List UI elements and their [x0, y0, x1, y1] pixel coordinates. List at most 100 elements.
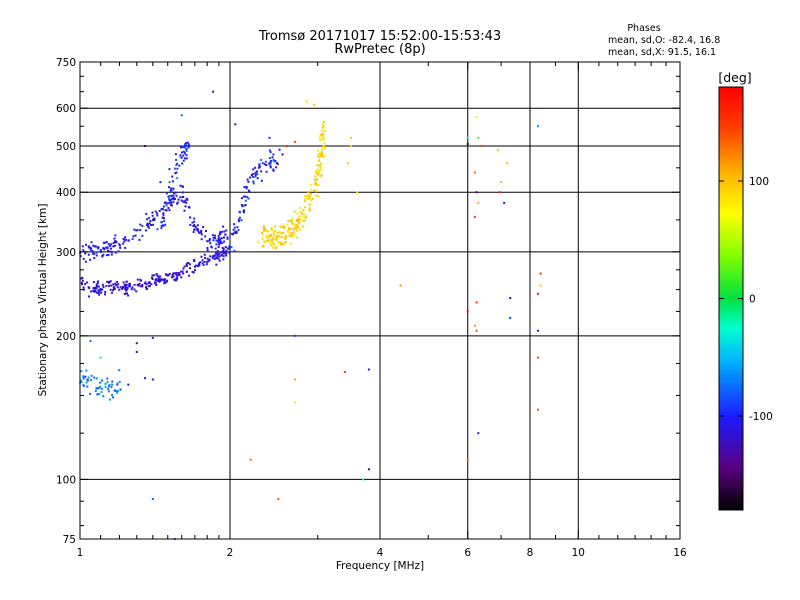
scatter-point [217, 257, 220, 260]
scatter-point [218, 252, 221, 255]
scatter-point [128, 285, 131, 288]
scatter-point [114, 240, 117, 243]
scatter-point [315, 184, 318, 187]
scatter-point [109, 250, 112, 253]
scatter-point [165, 192, 168, 195]
scatter-point [317, 183, 320, 186]
scatter-point [319, 165, 322, 168]
scatter-point [320, 162, 323, 165]
scatter-point [97, 387, 100, 390]
scatter-point [155, 273, 158, 276]
scatter-point [218, 259, 221, 262]
scatter-point [107, 387, 110, 390]
scatter-point [289, 232, 292, 235]
scatter-point [107, 390, 110, 393]
scatter-point [85, 243, 88, 246]
scatter-point [136, 283, 139, 286]
scatter-point [272, 158, 275, 161]
scatter-point [272, 169, 275, 172]
scatter-point [174, 167, 177, 170]
scatter-point [185, 144, 188, 147]
scatter-point [218, 243, 221, 246]
scatter-point [92, 281, 95, 284]
scatter-point [191, 221, 194, 224]
scatter-point [122, 242, 125, 245]
scatter-point [123, 238, 126, 241]
scatter-point [95, 387, 98, 390]
scatter-point [115, 241, 118, 244]
scatter-point [82, 385, 85, 388]
scatter-point [224, 246, 227, 249]
scatter-point [141, 285, 144, 288]
scatter-point [160, 224, 163, 227]
scatter-point [222, 252, 225, 255]
scatter-point [147, 225, 150, 228]
x-tick-label: 8 [527, 547, 534, 559]
scatter-point [164, 223, 167, 226]
scatter-point [99, 381, 102, 384]
x-tick-label: 10 [572, 547, 585, 559]
scatter-point [314, 181, 317, 184]
scatter-point [303, 198, 306, 201]
scatter-point [192, 271, 195, 274]
scatter-point [188, 145, 191, 148]
scatter-point [173, 278, 176, 281]
scatter-point [135, 290, 138, 293]
scatter-point [168, 194, 171, 197]
x-tick-label: 1 [77, 547, 84, 559]
scatter-point [293, 378, 296, 381]
scatter-point [322, 138, 325, 141]
scatter-point [93, 376, 96, 379]
scatter-point [97, 247, 100, 250]
scatter-point [85, 381, 88, 384]
scatter-point [293, 140, 296, 143]
scatter-point [166, 274, 169, 277]
scatter-point [95, 283, 98, 286]
scatter-point [244, 199, 247, 202]
scatter-point [170, 194, 173, 197]
scatter-point [89, 248, 92, 251]
scatter-point [299, 211, 302, 214]
scatter-point [233, 231, 236, 234]
scatter-point [321, 133, 324, 136]
scatter-point [264, 160, 267, 163]
scatter-point [269, 151, 272, 154]
scatter-point [88, 246, 91, 249]
scatter-point [169, 189, 172, 192]
scatter-point [322, 124, 325, 127]
scatter-point [151, 211, 154, 214]
scatter-point [150, 276, 153, 279]
scatter-point [89, 392, 92, 395]
scatter-point [91, 252, 94, 255]
scatter-point [264, 228, 267, 231]
scatter-point [260, 179, 263, 182]
scatter-point [172, 272, 175, 275]
scatter-point [321, 152, 324, 155]
scatter-point [140, 279, 143, 282]
scatter-point [214, 257, 217, 260]
scatter-point [216, 239, 219, 242]
scatter-point [284, 235, 287, 238]
scatter-point [116, 382, 119, 385]
scatter-point [275, 161, 278, 164]
scatter-point [181, 185, 184, 188]
scatter-point [154, 210, 157, 213]
scatter-point [271, 239, 274, 242]
scatter-point [260, 158, 263, 161]
scatter-point [194, 225, 197, 228]
scatter-point [215, 257, 218, 260]
scatter-point [107, 249, 110, 252]
scatter-point [176, 277, 179, 280]
scatter-point [208, 258, 211, 261]
scatter-point [204, 256, 207, 259]
scatter-point [322, 145, 325, 148]
scatter-point [80, 277, 83, 280]
scatter-point [174, 191, 177, 194]
scatter-point [96, 282, 99, 285]
scatter-point [282, 232, 285, 235]
scatter-point [159, 279, 162, 282]
scatter-point [180, 199, 183, 202]
scatter-point [187, 262, 190, 265]
scatter-point [171, 274, 174, 277]
